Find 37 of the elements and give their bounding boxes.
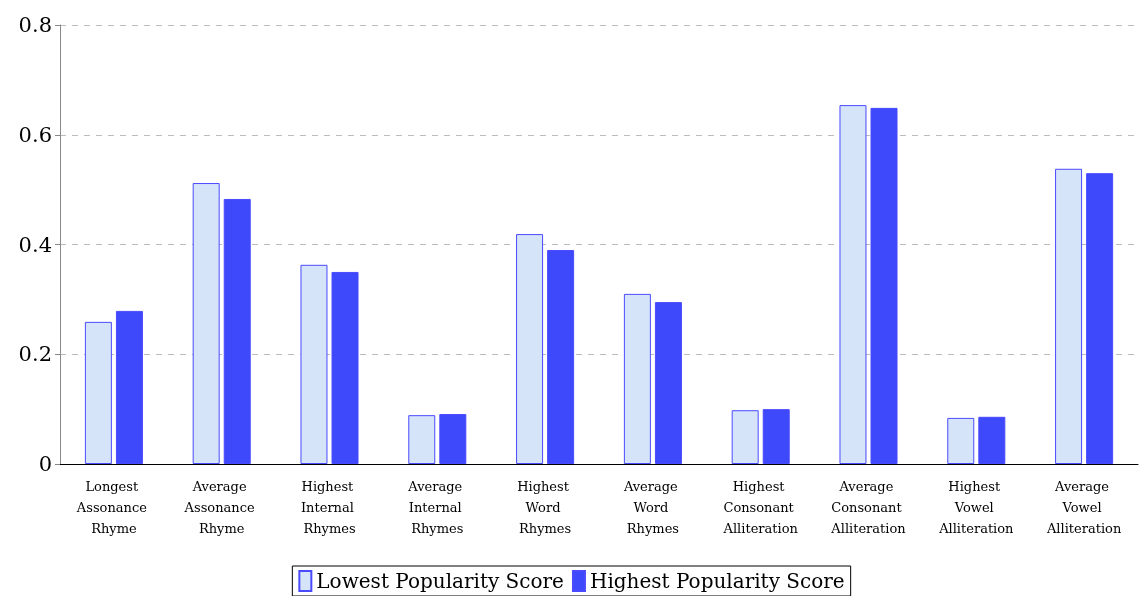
legend-label: Highest Popularity Score <box>589 569 845 593</box>
bar <box>1055 168 1083 464</box>
x-tick-label: Highest Consonant Alliteration <box>722 479 799 536</box>
x-tick-label: Average Assonance Rhyme <box>183 479 259 536</box>
x-tick-label: Highest Internal Rhymes <box>300 479 359 536</box>
bar <box>115 310 143 464</box>
bar <box>192 183 220 464</box>
bar <box>623 293 651 464</box>
bar <box>331 271 359 464</box>
bar <box>547 249 575 464</box>
x-tick-label: Average Consonant Alliteration <box>830 479 907 536</box>
y-tick-label: 0.4 <box>18 232 52 257</box>
bar <box>439 414 467 464</box>
bar <box>300 264 328 464</box>
bar <box>84 321 112 464</box>
bar <box>654 302 682 464</box>
x-tick-label: Average Word Rhymes <box>622 479 682 536</box>
y-tick-label: 0.6 <box>18 122 52 147</box>
bar <box>408 415 436 464</box>
bar <box>731 410 759 464</box>
x-tick-label: Average Vowel Alliteration <box>1045 479 1122 536</box>
bar <box>1086 173 1114 464</box>
bar <box>762 409 790 464</box>
bar <box>223 198 251 464</box>
bar <box>978 416 1006 464</box>
bar <box>870 107 898 464</box>
bar <box>839 105 867 464</box>
y-tick-label: 0.2 <box>18 342 52 367</box>
x-tick-label: Highest Word Rhymes <box>517 479 574 536</box>
y-tick-label: 0 <box>38 452 52 476</box>
x-tick-label: Highest Vowel Alliteration <box>938 479 1015 536</box>
y-tick-label: 0.8 <box>18 13 52 37</box>
bar <box>947 417 975 464</box>
legend-label: Lowest Popularity Score <box>316 569 564 593</box>
x-tick-label: Average Internal Rhymes <box>407 479 467 536</box>
x-tick-label: Longest Assonance Rhyme <box>75 479 151 536</box>
bar <box>516 234 544 464</box>
